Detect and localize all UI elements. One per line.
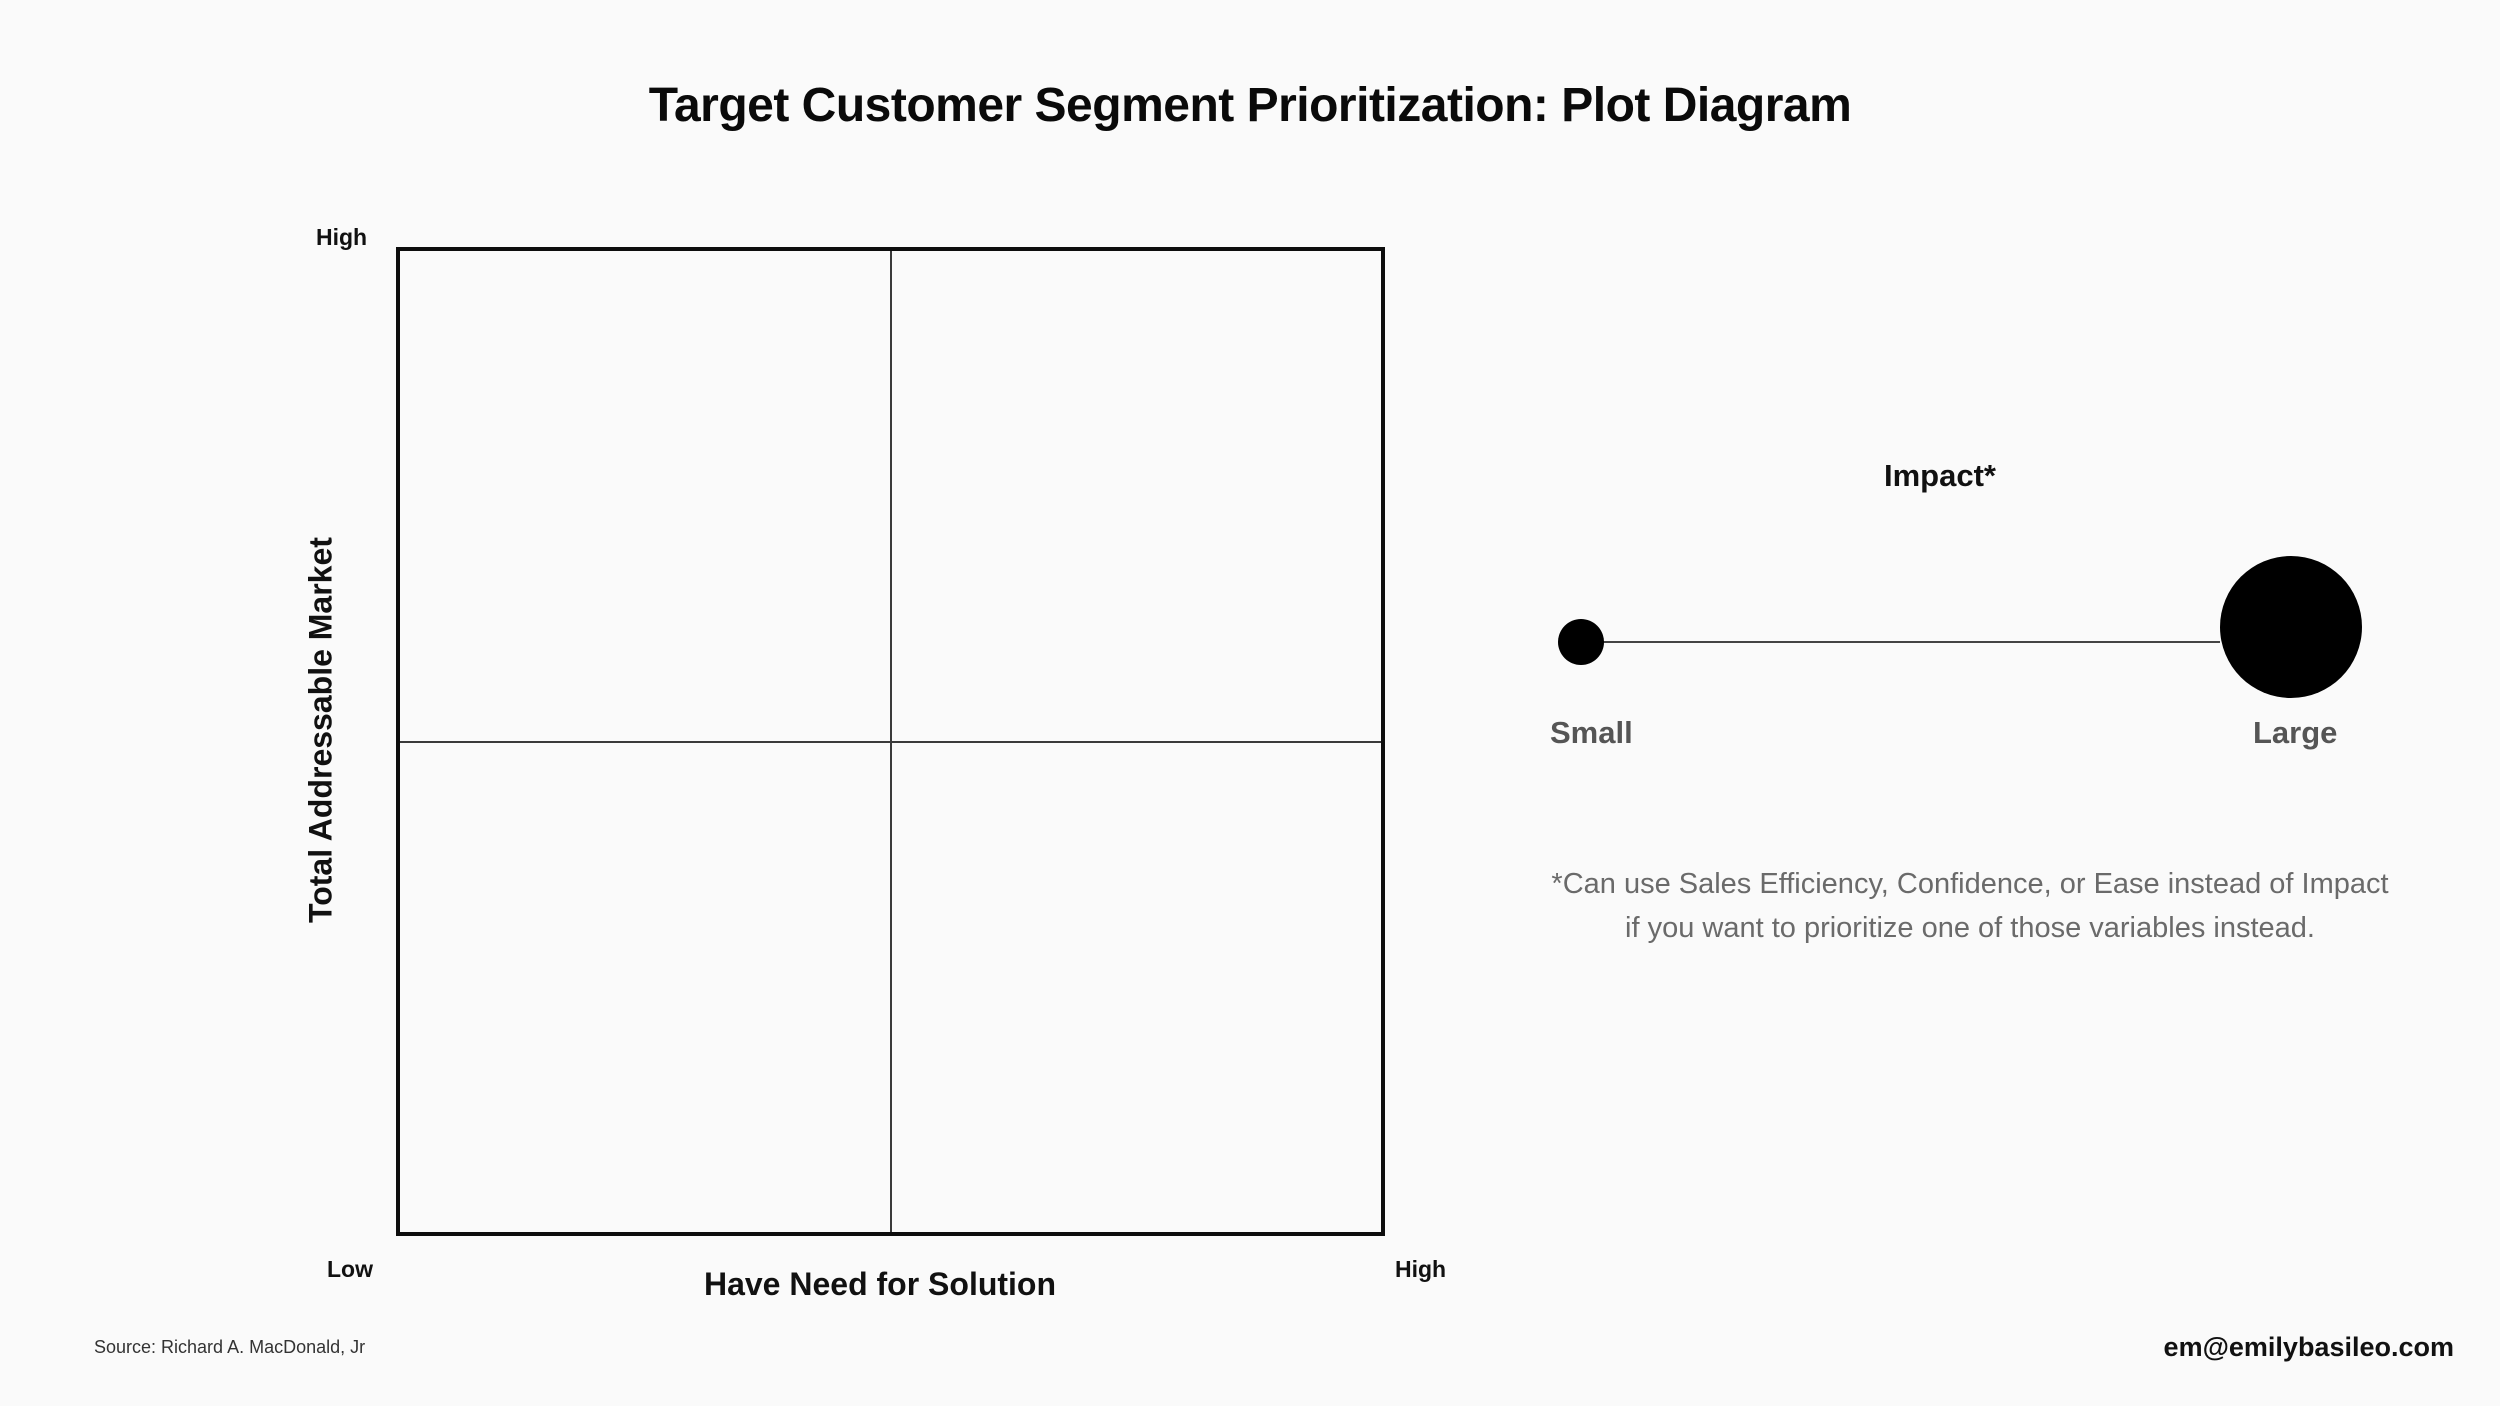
origin-low-label: Low	[327, 1256, 373, 1282]
source-credit: Source: Richard A. MacDonald, Jr	[94, 1337, 366, 1357]
x-axis-high-label: High	[1395, 1256, 1447, 1282]
impact-legend-title: Impact*	[1884, 458, 1996, 493]
impact-footnote: *Can use Sales Efficiency, Confidence, o…	[1551, 868, 2389, 944]
contact-email: em@emilybasileo.com	[2163, 1332, 2454, 1362]
large-label: Large	[2253, 715, 2338, 750]
small-impact-dot	[1558, 619, 1604, 665]
x-axis-title: Have Need for Solution	[703, 1266, 1057, 1302]
small-label: Small	[1550, 715, 1633, 750]
horizontal-divider	[400, 741, 1381, 743]
y-axis-title: Total Addressable Market	[302, 537, 339, 923]
y-axis-high-label: High	[316, 224, 368, 250]
page-title: Target Customer Segment Prioritization: …	[648, 79, 1852, 132]
quadrant-grid	[396, 247, 1385, 1236]
large-impact-dot	[2220, 556, 2362, 698]
impact-scale-line	[1580, 641, 2220, 643]
